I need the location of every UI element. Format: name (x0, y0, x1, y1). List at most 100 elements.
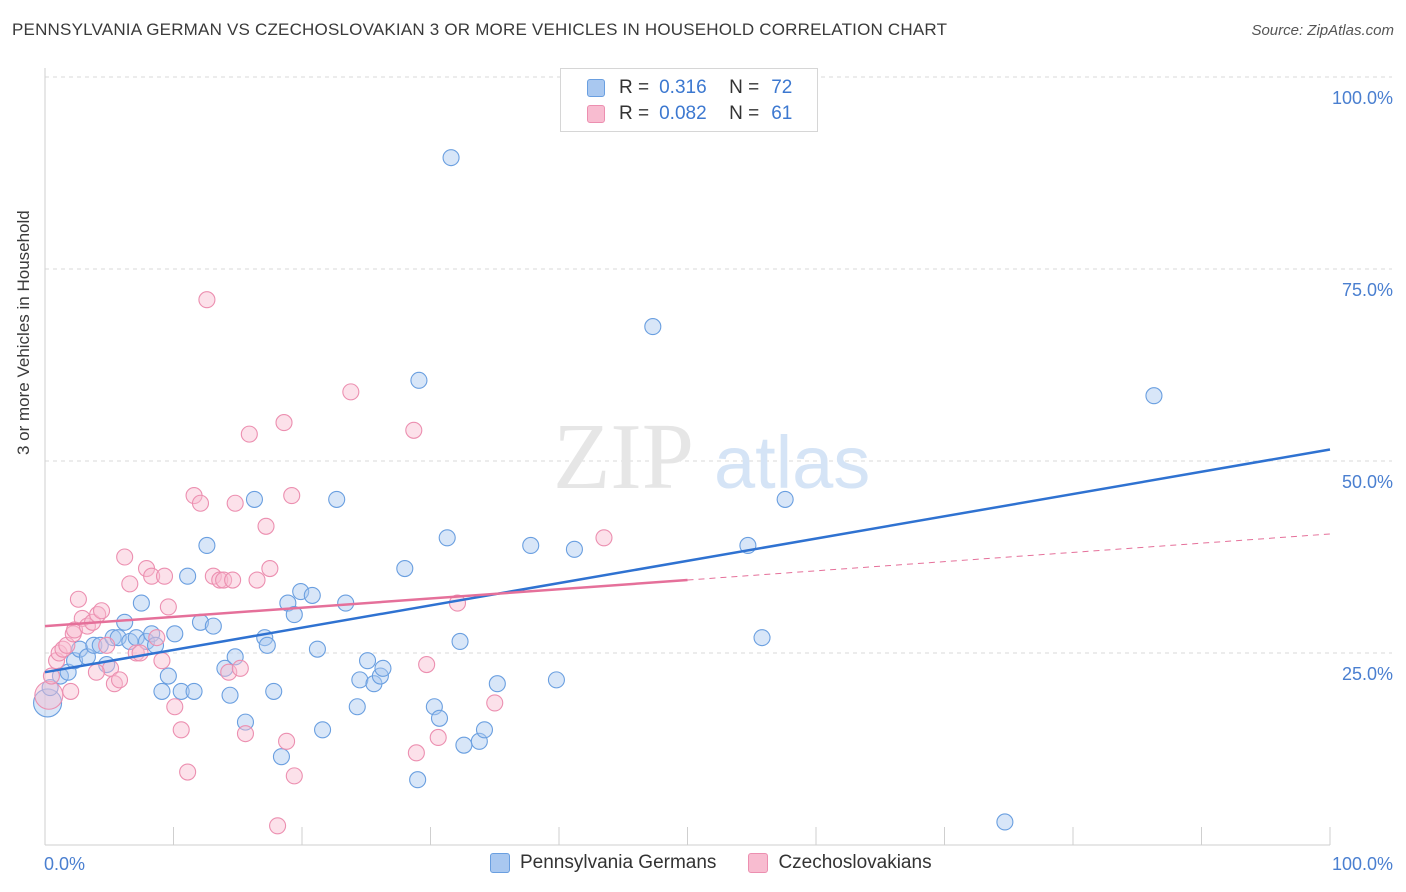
point-pennsylvania-germans (409, 771, 427, 789)
watermark: ZIP atlas (553, 405, 870, 509)
legend-row-pink: R = 0.082 N = 61 (587, 103, 792, 125)
chart-source: Source: ZipAtlas.com (1251, 22, 1394, 39)
point-pennsylvania-germans (258, 636, 276, 654)
chart-title: PENNSYLVANIA GERMAN VS CZECHOSLOVAKIAN 3… (12, 20, 948, 39)
point-pennsylvania-germans (285, 606, 303, 624)
point-pennsylvania-germans (996, 813, 1014, 831)
point-czechoslovakians (116, 548, 134, 566)
legend-label-pink: Czechoslovakians (778, 852, 932, 873)
point-pennsylvania-germans (430, 709, 449, 727)
point-pennsylvania-germans (455, 736, 473, 754)
legend-swatch-pink (587, 105, 605, 123)
point-pennsylvania-germans (91, 636, 109, 654)
point-czechoslovakians (236, 725, 255, 743)
point-pennsylvania-germans (204, 617, 222, 635)
point-pennsylvania-germans (1145, 387, 1163, 405)
point-pennsylvania-germans (565, 540, 583, 558)
point-pennsylvania-germans (308, 640, 326, 658)
point-pennsylvania-germans (374, 659, 392, 677)
point-pennsylvania-germans (166, 625, 184, 643)
legend-r-label: R = (619, 103, 650, 124)
point-pennsylvania-germans (172, 682, 190, 700)
grid (45, 76, 1392, 654)
point-pennsylvania-germans (132, 594, 150, 612)
tick-labels: 25.0% 50.0% 75.0% 100.0% 0.0% 100.0% (44, 88, 1393, 874)
point-czechoslovakians (87, 663, 105, 681)
y-tick-label: 25.0% (1342, 664, 1393, 684)
point-czechoslovakians (92, 602, 111, 620)
point-czechoslovakians (418, 655, 436, 674)
point-pennsylvania-germans (153, 682, 171, 700)
point-pennsylvania-germans (348, 698, 366, 716)
legend-item-pennsylvania-germans: Pennsylvania Germans (490, 852, 716, 874)
point-czechoslovakians (155, 567, 174, 585)
point-pennsylvania-germans (303, 586, 321, 604)
point-czechoslovakians (143, 567, 161, 585)
point-pennsylvania-germans (198, 536, 216, 555)
legend-n-value-pink: 61 (771, 103, 793, 124)
series-legend: Pennsylvania Germans Czechoslovakians (490, 852, 964, 874)
point-pennsylvania-germans (33, 688, 63, 718)
point-czechoslovakians (98, 636, 116, 654)
point-czechoslovakians (159, 598, 177, 616)
point-pennsylvania-germans (159, 667, 177, 685)
point-czechoslovakians (121, 575, 139, 593)
legend-swatch-pink (748, 853, 769, 873)
point-pennsylvania-germans (410, 371, 428, 389)
point-czechoslovakians (179, 763, 197, 781)
point-czechoslovakians (34, 680, 64, 710)
point-pennsylvania-germans (396, 559, 414, 578)
legend-r-label: R = (619, 77, 650, 98)
point-czechoslovakians (595, 529, 613, 547)
point-czechoslovakians (261, 559, 279, 578)
point-pennsylvania-germans (221, 686, 239, 704)
point-czechoslovakians (226, 494, 244, 512)
point-czechoslovakians (148, 629, 166, 647)
point-czechoslovakians (405, 421, 423, 439)
point-czechoslovakians (231, 659, 249, 677)
point-pennsylvania-germans (314, 721, 332, 739)
point-czechoslovakians (224, 571, 242, 589)
point-czechoslovakians (166, 698, 184, 716)
point-czechoslovakians (240, 425, 258, 443)
point-pennsylvania-germans (328, 490, 346, 508)
point-czechoslovakians (429, 728, 447, 747)
y-tick-label: 50.0% (1342, 472, 1393, 492)
point-pennsylvania-germans (179, 567, 197, 585)
point-czechoslovakians (153, 652, 171, 670)
legend-swatch-blue (587, 79, 605, 97)
axes (44, 68, 1331, 846)
x-tick-label: 100.0% (1332, 854, 1393, 874)
point-pennsylvania-germans (245, 490, 264, 508)
point-pennsylvania-germans (547, 671, 565, 689)
point-pennsylvania-germans (272, 748, 290, 766)
point-pennsylvania-germans (85, 636, 103, 654)
point-czechoslovakians (283, 487, 301, 505)
legend-swatch-blue (490, 853, 510, 873)
point-pennsylvania-germans (753, 629, 771, 647)
legend-item-czechoslovakians: Czechoslovakians (748, 852, 932, 874)
trendline-pennsylvania-germans (44, 448, 1331, 674)
point-pennsylvania-germans (116, 613, 134, 631)
point-czechoslovakians (172, 721, 190, 739)
point-czechoslovakians (110, 671, 129, 689)
point-czechoslovakians (215, 571, 233, 589)
point-czechoslovakians (257, 517, 275, 535)
point-pennsylvania-germans (644, 318, 662, 336)
point-pennsylvania-germans (451, 632, 469, 651)
watermark-atlas: atlas (714, 421, 870, 504)
legend-n-label: N = (729, 77, 760, 98)
point-czechoslovakians (62, 682, 80, 700)
point-czechoslovakians (275, 414, 293, 432)
point-pennsylvania-germans (488, 675, 506, 693)
legend-r-value-blue: 0.316 (659, 77, 707, 98)
point-czechoslovakians (248, 571, 266, 589)
point-pennsylvania-germans (475, 721, 494, 739)
stats-legend: R = 0.316 N = 72 R = 0.082 N = 61 (560, 68, 818, 132)
point-pennsylvania-germans (351, 671, 369, 689)
point-czechoslovakians (191, 494, 210, 512)
legend-n-value-blue: 72 (771, 77, 793, 98)
point-pennsylvania-germans (265, 682, 283, 700)
point-czechoslovakians (269, 817, 287, 835)
legend-n-label: N = (729, 103, 760, 124)
